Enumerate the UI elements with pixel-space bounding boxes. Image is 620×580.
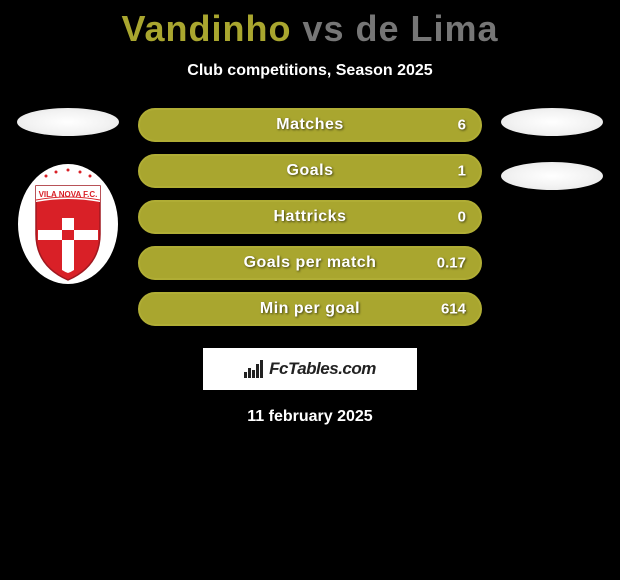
stat-right-value: 6 xyxy=(458,117,466,134)
chart-icon xyxy=(244,360,263,378)
stat-row-goals: Goals 1 xyxy=(138,154,482,188)
left-column: VILA NOVA F.C. xyxy=(16,108,120,286)
stat-label: Min per goal xyxy=(260,300,360,318)
stat-row-goals-per-match: Goals per match 0.17 xyxy=(138,246,482,280)
stat-row-min-per-goal: Min per goal 614 xyxy=(138,292,482,326)
main-content: VILA NOVA F.C. Matches 6 Goals 1 xyxy=(0,108,620,326)
right-column xyxy=(500,108,604,190)
stat-label: Goals per match xyxy=(244,254,377,272)
player2-silhouette-placeholder xyxy=(501,108,603,136)
stat-right-value: 0 xyxy=(458,209,466,226)
svg-text:VILA NOVA F.C.: VILA NOVA F.C. xyxy=(39,190,98,199)
stat-row-hattricks: Hattricks 0 xyxy=(138,200,482,234)
stat-row-matches: Matches 6 xyxy=(138,108,482,142)
player1-name: Vandinho xyxy=(121,8,291,49)
stat-right-value: 1 xyxy=(458,163,466,180)
stat-label: Hattricks xyxy=(274,208,347,226)
date-line: 11 february 2025 xyxy=(0,408,620,426)
player2-club-placeholder xyxy=(501,162,603,190)
stat-right-value: 0.17 xyxy=(437,255,466,272)
subtitle: Club competitions, Season 2025 xyxy=(0,62,620,80)
vs-separator: vs xyxy=(302,8,344,49)
player1-club-badge: VILA NOVA F.C. xyxy=(16,162,120,286)
infographic-root: Vandinho vs de Lima Club competitions, S… xyxy=(0,0,620,426)
stat-label: Goals xyxy=(287,162,334,180)
comparison-title: Vandinho vs de Lima xyxy=(0,8,620,50)
stat-right-value: 614 xyxy=(441,301,466,318)
stat-label: Matches xyxy=(276,116,344,134)
player1-silhouette-placeholder xyxy=(17,108,119,136)
vila-nova-badge-icon: VILA NOVA F.C. xyxy=(16,162,120,286)
branding-text: FcTables.com xyxy=(269,359,376,379)
player2-name: de Lima xyxy=(356,8,499,49)
stats-column: Matches 6 Goals 1 Hattricks 0 Goals per … xyxy=(138,108,482,326)
branding-box: FcTables.com xyxy=(203,348,417,390)
